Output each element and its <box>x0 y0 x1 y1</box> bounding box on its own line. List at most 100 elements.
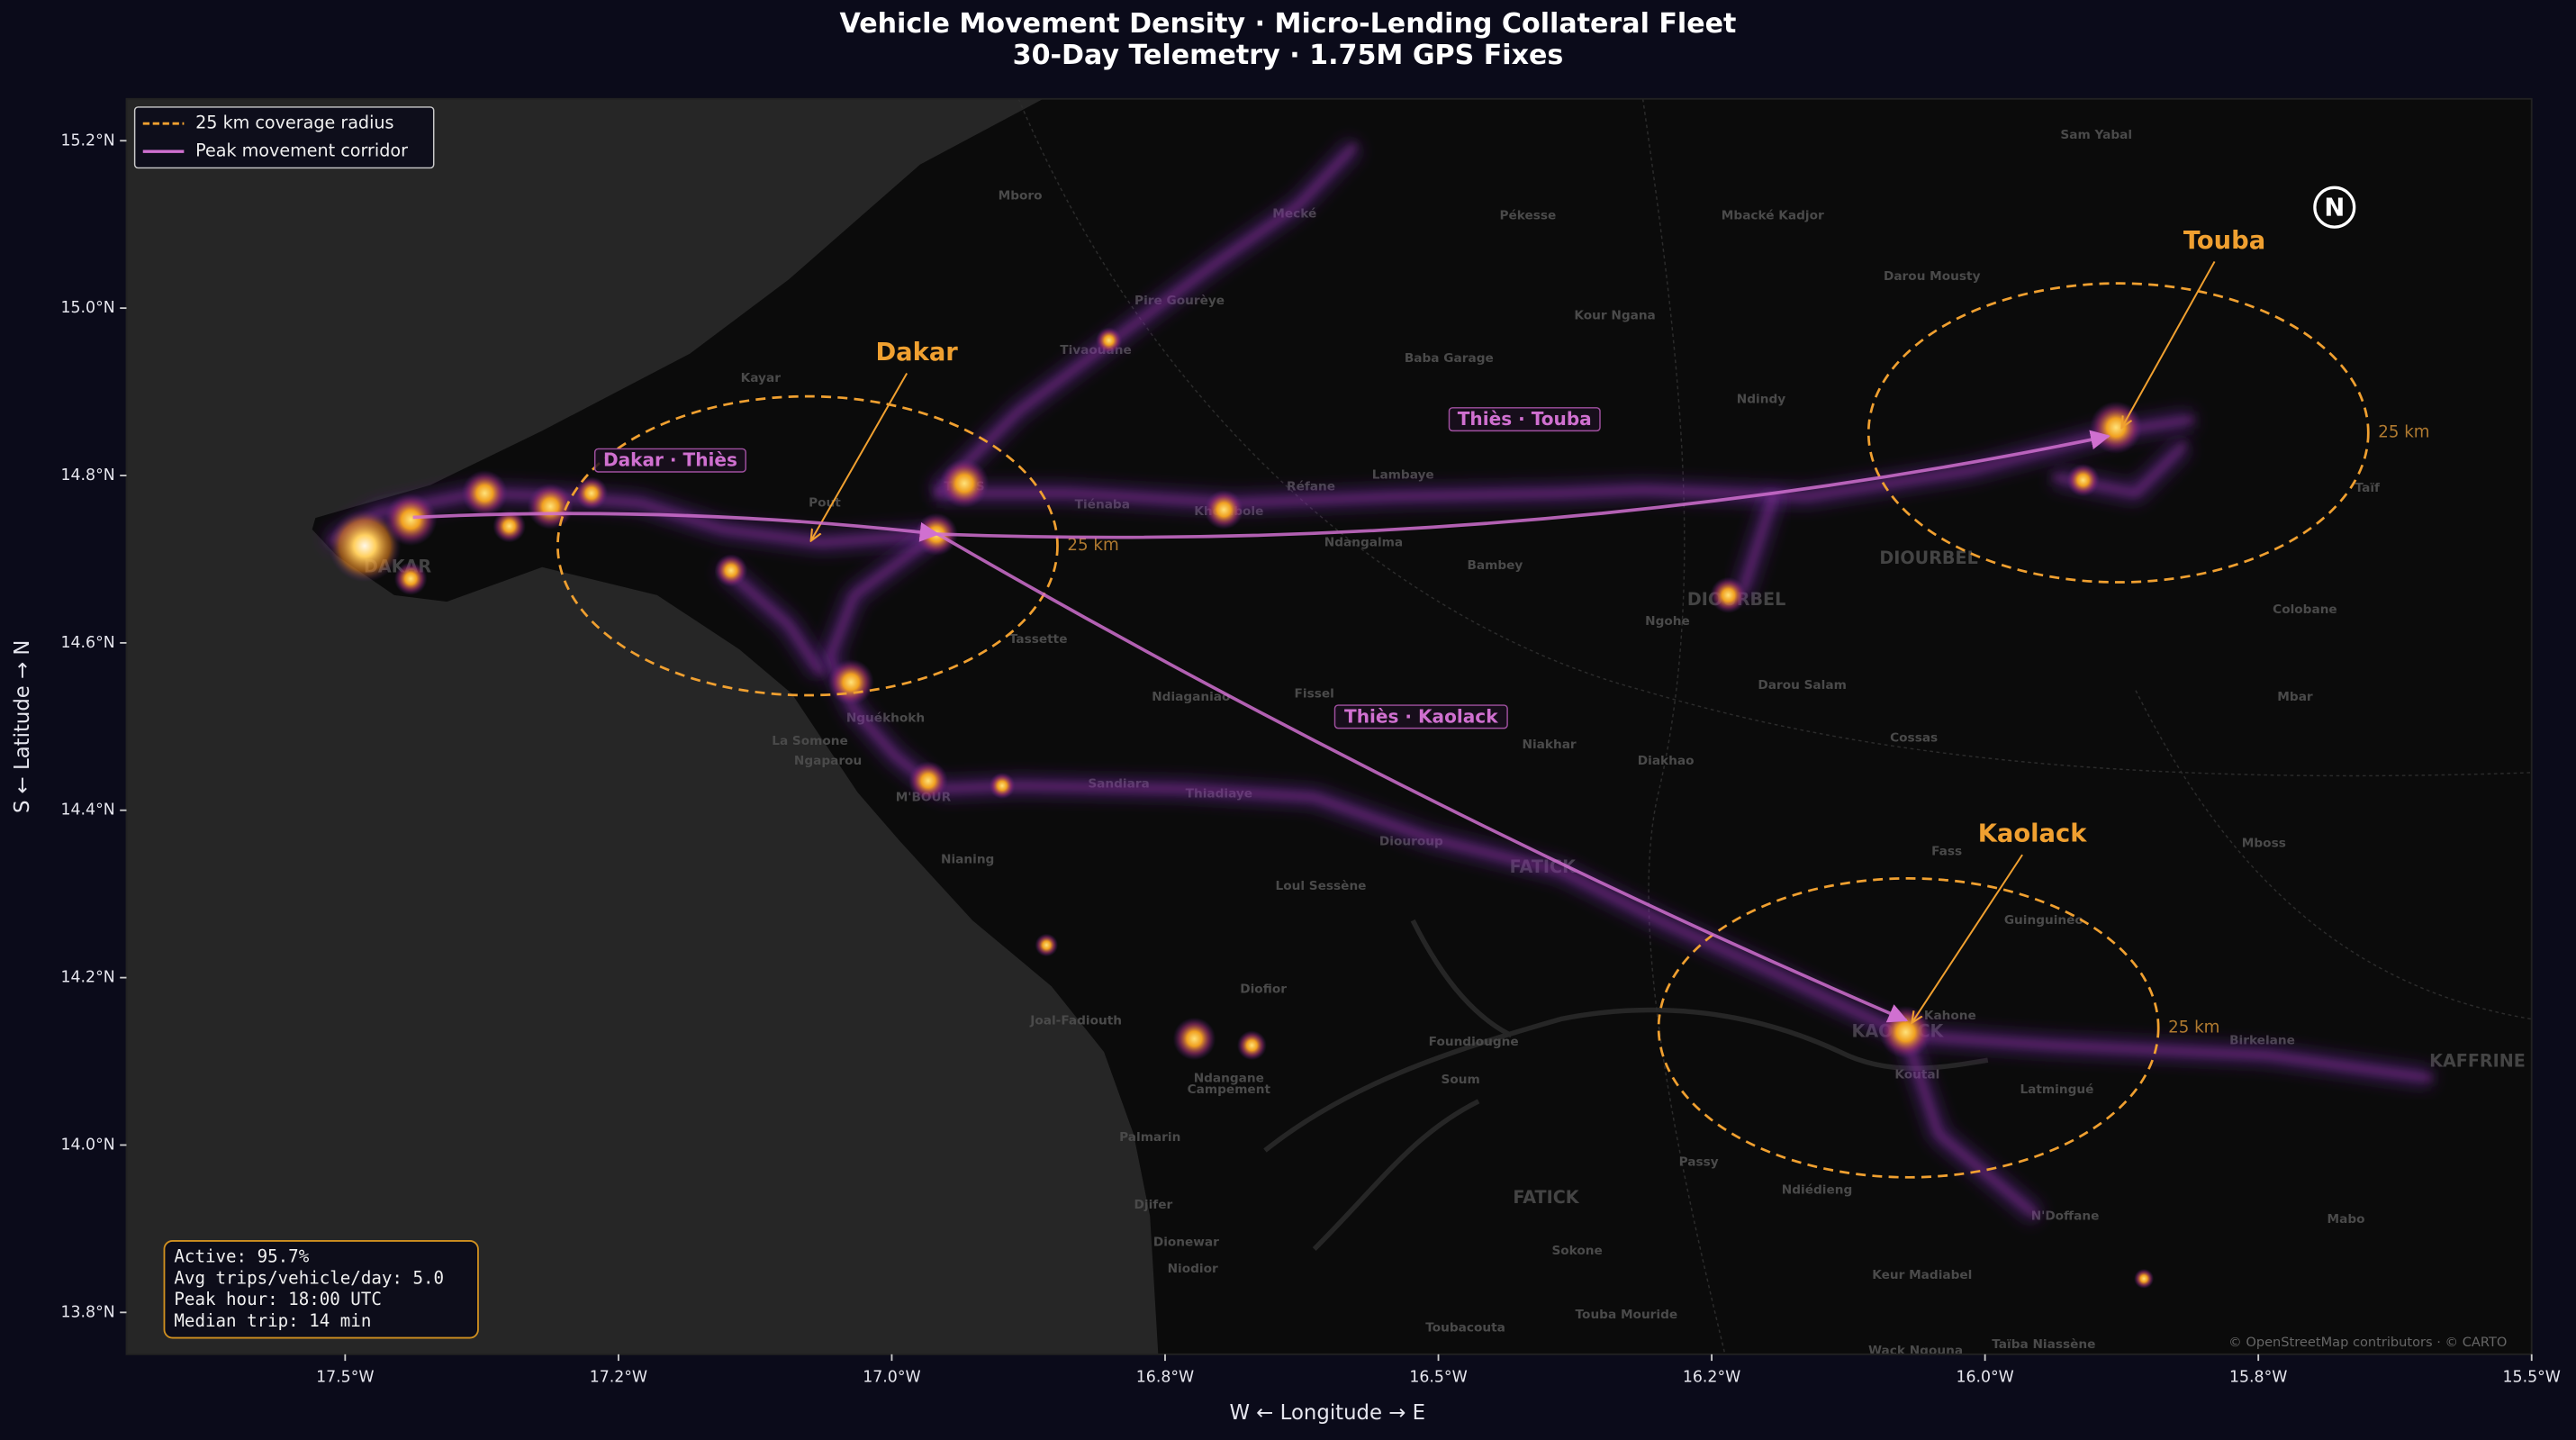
corridor <box>936 532 1909 1023</box>
stat: Avg trips/vehicle/day: 5.0 <box>174 1267 444 1288</box>
radius-label: 25 km <box>2378 423 2429 442</box>
place-label: Guinguinéo <box>2004 913 2083 928</box>
north-label: N <box>2324 195 2345 222</box>
density-hotspot <box>393 562 428 595</box>
density-core <box>936 416 2194 506</box>
place-label: Réfane <box>1287 479 1335 494</box>
place-label: Diofior <box>1240 983 1287 997</box>
plot-frame <box>125 97 2533 1355</box>
place-label: Latmingué <box>2020 1082 2093 1097</box>
rivers <box>1263 919 1989 1251</box>
corridor-label: Dakar · Thiès <box>603 449 737 471</box>
density-hotspot <box>574 476 609 510</box>
place-label: Bambey <box>1467 558 1523 573</box>
place-label: Mboro <box>999 188 1043 203</box>
axes: 17.5°W 17.2°W 17.0°W 16.8°W 16.5°W 16.2°W 16.0… <box>61 131 2561 1386</box>
place-label: Ngaparou <box>794 754 862 768</box>
density-hotspot <box>1710 576 1747 613</box>
density-hotspot <box>908 761 948 801</box>
north-arrow: N <box>2313 186 2356 229</box>
city-arrow <box>811 373 908 541</box>
legend-box <box>133 106 435 169</box>
place-label: Kayar <box>741 371 782 385</box>
stat: Median trip: 14 min <box>174 1310 371 1331</box>
place-label: Foundiougne <box>1429 1035 1519 1049</box>
density-hotspot <box>1035 933 1059 957</box>
corridor <box>412 512 940 542</box>
overlays: 25 km Dakar 25 km Touba 25 km Kaolack Dakar · … <box>412 227 2430 1179</box>
density-hotspot <box>1096 327 1123 354</box>
x-tick-label: 17.0°W <box>863 1368 920 1386</box>
place-label: DIOURBEL <box>1879 548 1977 568</box>
place-label: Wack Ngouna <box>1868 1344 1963 1358</box>
x-tick-label: 15.8°W <box>2229 1368 2287 1386</box>
density-hotspot <box>384 493 438 547</box>
place-label: Baba Garage <box>1405 351 1494 366</box>
corridor <box>937 430 2111 539</box>
density-hotspot <box>1236 1030 1267 1061</box>
corridor-label: Thiès · Kaolack <box>1344 705 1498 727</box>
y-tick-label: 15.0°N <box>61 299 115 317</box>
place-label: Dionewar <box>1153 1236 1219 1250</box>
place-label: Mbar <box>2277 690 2313 704</box>
density-hotspot <box>2134 1268 2155 1289</box>
place-label: Darou Mousty <box>1884 269 1981 284</box>
density-hotspot <box>2066 463 2100 497</box>
y-tick-label: 13.8°N <box>61 1303 115 1321</box>
place-label: FATICK <box>1513 1187 1579 1208</box>
density-core <box>935 143 1358 495</box>
place-label: Nianing <box>941 853 994 867</box>
corridor-label-box <box>1333 704 1508 729</box>
place-label: KAFFRINE <box>2429 1051 2526 1072</box>
north-ring <box>2313 186 2356 229</box>
place-label: Djifer <box>1134 1198 1173 1212</box>
density-hotspot <box>1204 490 1244 530</box>
stats-box: Active: 95.7% Avg trips/vehicle/day: 5.0… <box>163 1239 479 1339</box>
y-tick-label: 14.8°N <box>61 466 115 485</box>
place-label: Cossas <box>1890 731 1938 746</box>
place-label: Loul Sessène <box>1276 879 1367 893</box>
density-hotspot <box>989 772 1016 800</box>
density-hotspot <box>493 509 526 543</box>
stat: Peak hour: 18:00 UTC <box>174 1289 381 1309</box>
y-tick-label: 14.4°N <box>61 802 115 820</box>
y-tick-label: 15.2°N <box>61 131 115 149</box>
place-label: Pout <box>809 496 841 511</box>
admin-borders <box>1017 98 2532 1354</box>
place-label: Fass <box>1931 844 1962 858</box>
city-arrow <box>1912 854 2023 1023</box>
city-label: Kaolack <box>1978 820 2088 848</box>
density-layer <box>323 138 2433 1289</box>
place-label: Pékesse <box>1499 208 1556 222</box>
title: Vehicle Movement Density · Micro-Lending… <box>840 8 1737 40</box>
place-label: Mbacké Kadjor <box>1722 208 1824 222</box>
place-label: Lambaye <box>1372 468 1434 483</box>
x-tick-label: 17.5°W <box>316 1368 374 1386</box>
stats-frame <box>163 1239 479 1339</box>
radius-label: 25 km <box>1067 536 1118 555</box>
coverage-radius <box>1866 282 2370 584</box>
coverage-radius <box>1657 877 2160 1179</box>
legend-label: 25 km coverage radius <box>195 113 393 133</box>
place-label: Ndiédieng <box>1782 1182 1852 1197</box>
legend: 25 km coverage radius Peak movement corr… <box>133 106 435 169</box>
corridor-label-box <box>1448 407 1601 432</box>
x-tick-label: 16.8°W <box>1136 1368 1194 1386</box>
place-label: Sam Yabal <box>2060 128 2132 142</box>
y-axis-label: S ← Latitude → N <box>11 640 34 814</box>
place-label: Taïf <box>2355 481 2381 495</box>
density-hotspot <box>461 470 508 517</box>
density-hotspot <box>1172 1017 1216 1061</box>
place-label: Colobane <box>2273 602 2337 617</box>
place-label: Ndiaganiao <box>1152 690 1230 704</box>
place-label: Tassette <box>1009 632 1068 647</box>
place-label: Keur Madiabel <box>1872 1268 1972 1282</box>
city-label: Dakar <box>875 339 958 367</box>
city-label: Touba <box>2183 227 2265 255</box>
place-label: Kour Ngana <box>1574 309 1655 323</box>
corridor-label-box <box>593 448 746 473</box>
radius-label: 25 km <box>2168 1018 2219 1037</box>
place-label: Taïba Niassène <box>1992 1337 2095 1352</box>
place-label: Touba Mouride <box>1576 1308 1678 1322</box>
corridor-label: Thiès · Touba <box>1458 408 1592 430</box>
